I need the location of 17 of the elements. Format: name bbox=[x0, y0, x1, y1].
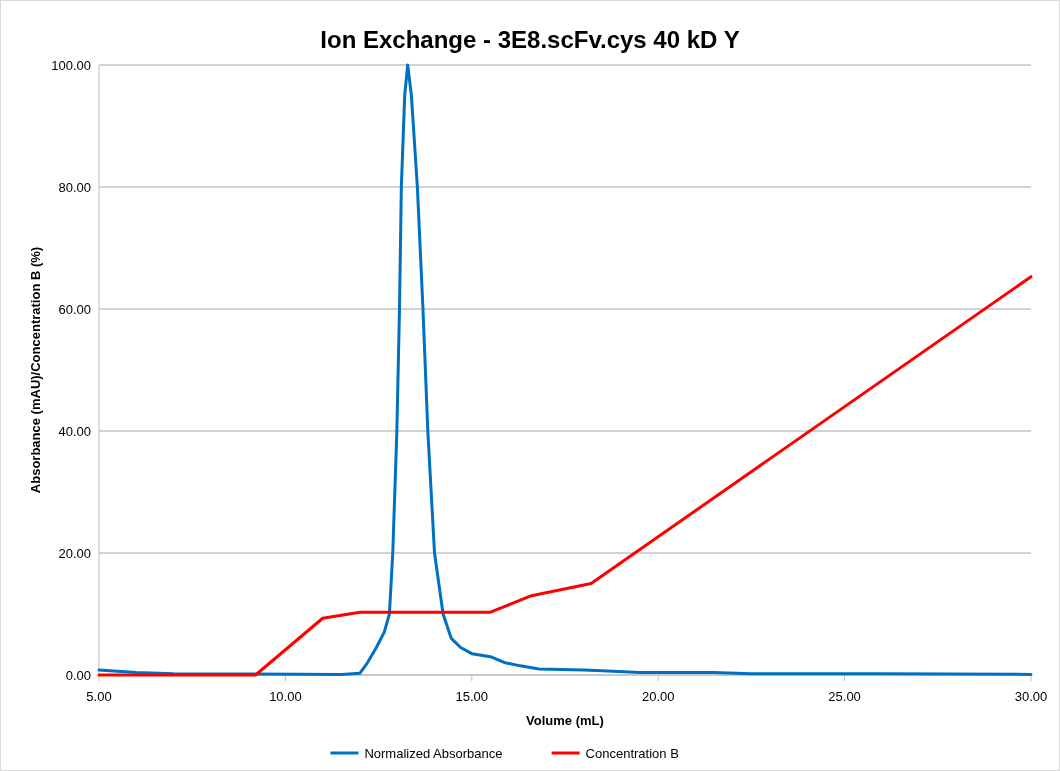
chart-title: Ion Exchange - 3E8.scFv.cys 40 kD Y bbox=[320, 26, 740, 53]
x-axis-title: Volume (mL) bbox=[526, 713, 604, 728]
x-tick-label: 15.00 bbox=[455, 689, 489, 704]
x-tick-label: 20.00 bbox=[641, 689, 675, 704]
y-tick-label: 80.00 bbox=[58, 180, 91, 195]
legend-label: Concentration B bbox=[585, 746, 679, 761]
legend-label: Normalized Absorbance bbox=[364, 746, 503, 761]
x-tick-label: 10.00 bbox=[269, 689, 302, 704]
x-tick-label: 5.00 bbox=[86, 689, 112, 704]
y-tick-label: 20.00 bbox=[58, 546, 91, 561]
y-tick-label: 40.00 bbox=[58, 424, 91, 439]
y-axis-title: Absorbance (mAU)/Concentration B (%) bbox=[28, 246, 43, 494]
y-tick-label: 100.00 bbox=[51, 58, 91, 73]
y-tick-label: 0.00 bbox=[65, 668, 91, 683]
x-tick-label: 30.00 bbox=[1014, 689, 1048, 704]
x-tick-label: 25.00 bbox=[828, 689, 861, 704]
y-tick-label: 60.00 bbox=[58, 302, 91, 317]
